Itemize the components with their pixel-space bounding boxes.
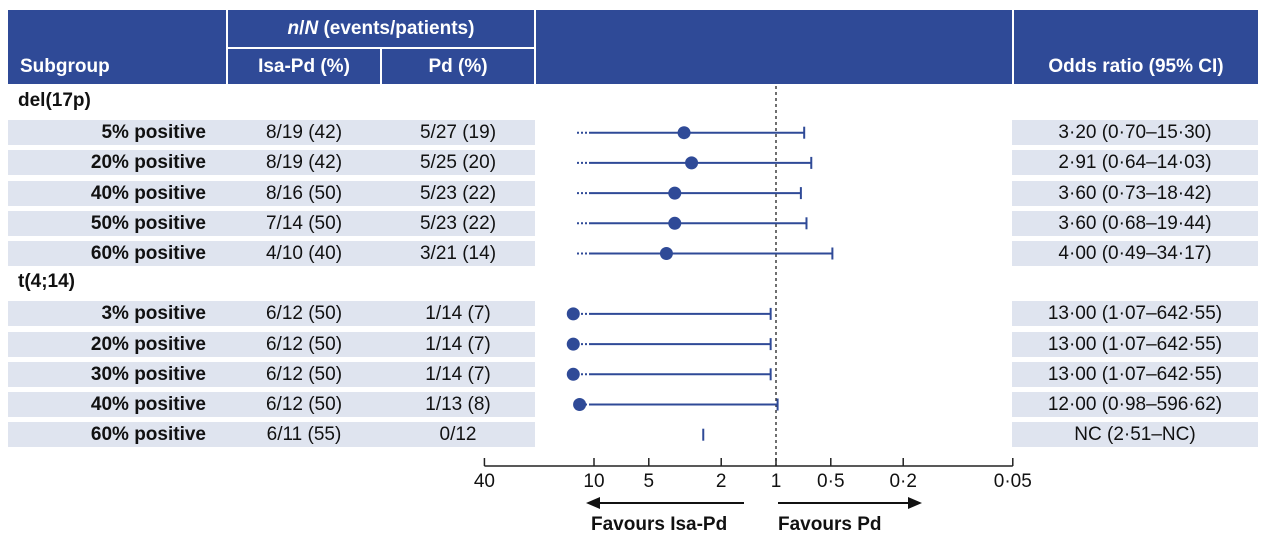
or-band	[1012, 422, 1258, 448]
or-band	[1012, 150, 1258, 176]
header-isa-pd: Isa-Pd (%)	[258, 55, 350, 77]
pd-value: 1/14 (7)	[425, 363, 491, 385]
table-header	[8, 10, 1258, 84]
pd-value: 1/13 (8)	[425, 394, 491, 415]
or-band	[1012, 120, 1258, 146]
pd-value: 5/23 (22)	[419, 182, 497, 204]
isa-pd-value: 6/12 (50)	[265, 394, 343, 415]
odds-ratio-value: 3·20 (0·70–15·30)	[1058, 122, 1212, 144]
or-band	[1012, 301, 1258, 327]
point-estimate	[677, 126, 691, 140]
arrow-left-head	[586, 497, 600, 509]
row-band	[8, 120, 535, 146]
odds-ratio-value: 13·00 (1·07–642·55)	[1047, 303, 1223, 325]
row-band	[8, 392, 535, 417]
pd-value: 0/12	[439, 424, 477, 446]
header-n: n	[287, 17, 300, 39]
subgroup-label: 3% positive	[101, 303, 206, 325]
subgroup-label: 40% positive	[90, 182, 206, 204]
odds-ratio-value: 3·60 (0·73–18·42)	[1058, 182, 1212, 204]
isa-pd-value: 7/14 (50)	[265, 212, 343, 234]
pd-value: 5/27 (19)	[419, 122, 497, 144]
isa-pd-value: 8/19 (42)	[265, 152, 343, 174]
isa-pd-value: 4/10 (40)	[265, 243, 343, 264]
point-estimate	[668, 186, 682, 200]
or-band	[1012, 241, 1258, 266]
or-band	[1012, 392, 1258, 417]
x-tick-label: 5	[643, 471, 654, 492]
isa-pd-value: 6/12 (50)	[265, 363, 343, 385]
odds-ratio-value: 13·00 (1·07–642·55)	[1047, 333, 1223, 355]
header-pd: Pd (%)	[428, 55, 488, 77]
x-tick-label: 0·05	[994, 471, 1032, 492]
odds-ratio-value: 13·00 (1·07–642·55)	[1047, 363, 1223, 385]
group-label: del(17p)	[18, 90, 91, 111]
x-tick-label: 0·2	[889, 471, 916, 492]
row-band	[8, 331, 535, 357]
odds-ratio-value: 3·60 (0·68–19·44)	[1058, 212, 1212, 234]
row-band	[8, 422, 535, 448]
subgroup-label: 20% positive	[90, 152, 206, 174]
x-tick-label: 40	[474, 471, 495, 492]
header-divider-v2	[380, 47, 382, 84]
favours-pd-label: Favours Pd	[778, 514, 881, 535]
point-estimate	[573, 398, 587, 411]
arrow-right-head	[908, 497, 922, 509]
row-band	[8, 361, 535, 387]
point-estimate	[685, 156, 699, 170]
odds-ratio-value: 4·00 (0·49–34·17)	[1058, 243, 1212, 264]
subgroup-label: 60% positive	[90, 424, 206, 446]
row-band	[8, 180, 535, 206]
isa-pd-value: 8/16 (50)	[265, 182, 343, 204]
pd-value: 5/23 (22)	[419, 212, 497, 234]
point-estimate	[668, 216, 682, 230]
subgroup-label: 40% positive	[90, 394, 206, 415]
or-band	[1012, 361, 1258, 387]
pd-value: 3/21 (14)	[419, 243, 497, 264]
point-estimate	[566, 337, 580, 351]
odds-ratio-value: 12·00 (0·98–596·62)	[1047, 394, 1223, 415]
point-estimate	[659, 247, 673, 260]
odds-ratio-value: NC (2·51–NC)	[1074, 424, 1196, 446]
x-tick-label: 0·5	[817, 471, 844, 492]
pd-value: 1/14 (7)	[425, 303, 491, 325]
isa-pd-value: 6/12 (50)	[265, 333, 343, 355]
or-band	[1012, 180, 1258, 206]
row-band	[8, 301, 535, 327]
subgroup-label: 60% positive	[90, 243, 206, 264]
header-divider-v3	[534, 10, 536, 84]
header-events: n/N (events/patients)	[228, 10, 534, 47]
row-band	[8, 241, 535, 266]
subgroup-label: 50% positive	[90, 212, 206, 234]
header-divider-v4	[1012, 10, 1014, 84]
header-odds-ratio: Odds ratio (95% CI)	[1048, 55, 1224, 77]
isa-pd-value: 6/12 (50)	[265, 303, 343, 325]
subgroup-label: 5% positive	[101, 122, 206, 144]
subgroup-label: 30% positive	[90, 363, 206, 385]
point-estimate	[566, 367, 580, 381]
x-tick-label: 1	[771, 471, 782, 492]
header-divider-v1	[226, 10, 228, 84]
pd-value: 5/25 (20)	[419, 152, 497, 174]
or-band	[1012, 210, 1258, 236]
row-band	[8, 210, 535, 236]
subgroup-label: 20% positive	[90, 333, 206, 355]
isa-pd-value: 8/19 (42)	[265, 122, 343, 144]
header-slash: /	[299, 17, 305, 39]
pd-value: 1/14 (7)	[425, 333, 491, 355]
header-N: N	[304, 17, 319, 39]
isa-pd-value: 6/11 (55)	[266, 424, 342, 446]
x-tick-label: 2	[716, 471, 727, 492]
point-estimate	[566, 307, 580, 321]
x-tick-label: 10	[583, 471, 604, 492]
row-band	[8, 150, 535, 176]
odds-ratio-value: 2·91 (0·64–14·03)	[1058, 152, 1212, 174]
header-events-label: (events/patients)	[318, 17, 475, 39]
favours-isa-pd-label: Favours Isa-Pd	[591, 514, 727, 535]
group-label: t(4;14)	[18, 271, 76, 293]
header-subgroup: Subgroup	[20, 55, 110, 77]
or-band	[1012, 331, 1258, 357]
